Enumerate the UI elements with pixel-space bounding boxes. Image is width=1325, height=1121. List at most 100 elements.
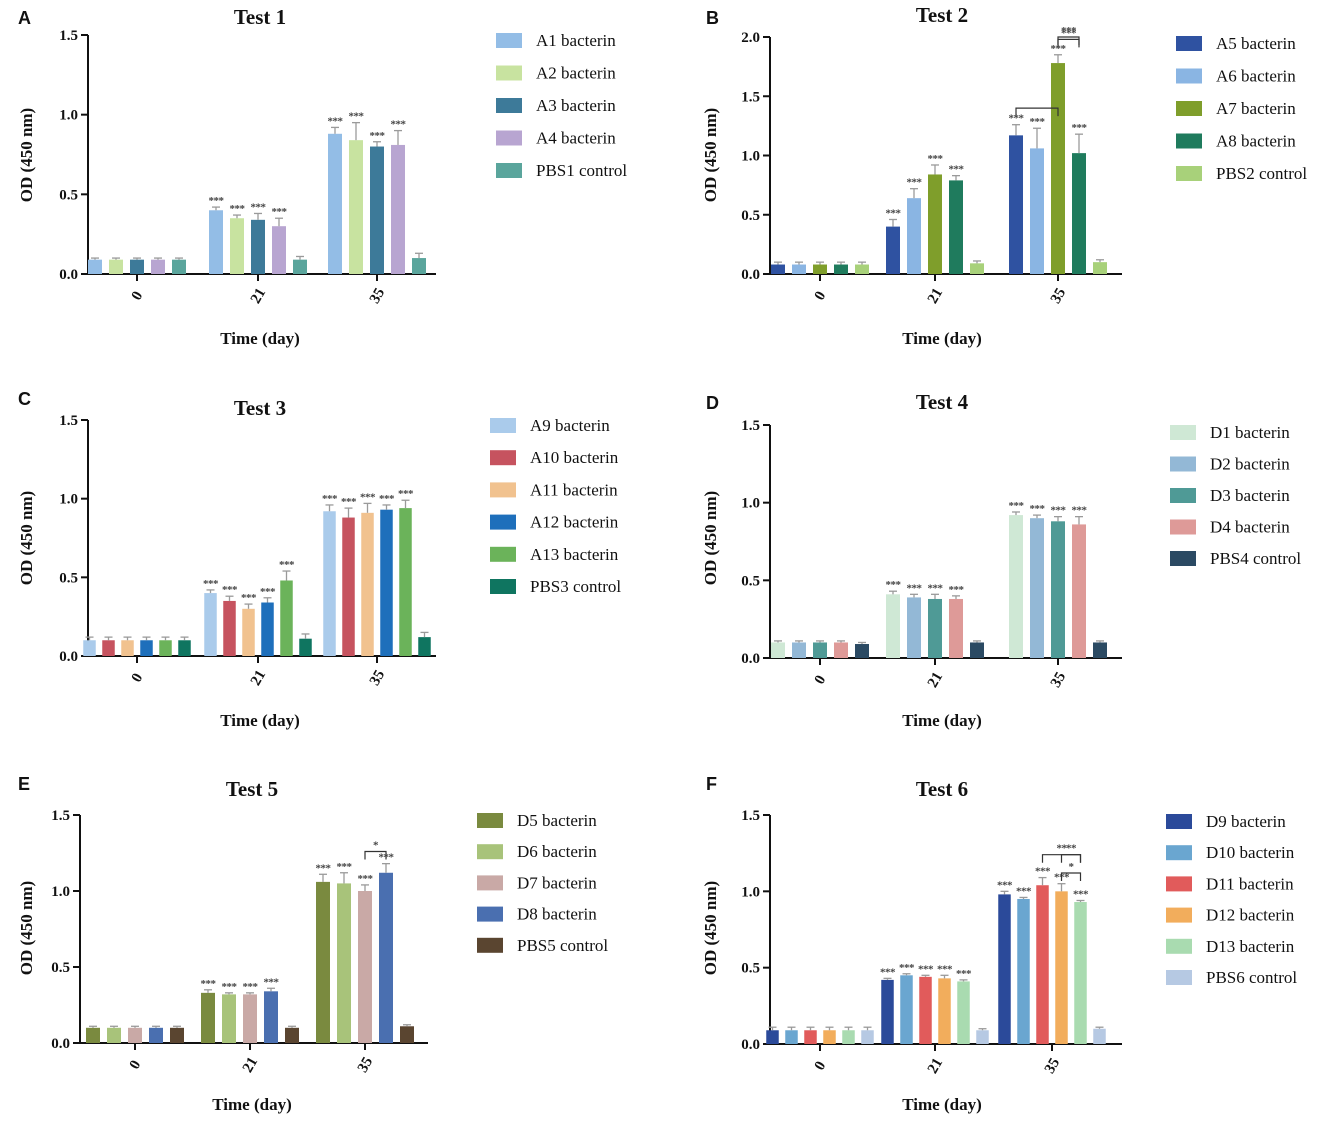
x-tick-label: 0 [812,673,830,687]
legend-label: A6 bacterin [1216,67,1296,86]
bar [1051,521,1065,658]
y-tick-label: 1.0 [51,884,70,900]
x-tick-label: 0 [812,1059,830,1073]
bar [842,1030,855,1044]
significance-label: *** [1009,113,1025,125]
legend-swatch [1166,907,1192,923]
y-tick-label: 0.0 [741,1037,760,1053]
legend-label: A7 bacterin [1216,99,1296,118]
bar [121,640,134,656]
y-tick-label: 0.0 [741,267,760,283]
legend-swatch [1166,876,1192,892]
significance-label: *** [316,862,332,874]
legend-label: D2 bacterin [1210,455,1290,474]
y-tick-label: 1.0 [741,496,760,512]
y-tick-label: 1.0 [741,884,760,900]
bar [323,511,336,656]
legend-swatch [1170,456,1196,472]
bracket-label: * [373,839,379,851]
significance-label: *** [341,496,357,508]
x-axis-label: Time (day) [212,1095,292,1114]
bar [86,1027,100,1043]
bar [771,264,785,274]
bar [998,894,1011,1044]
bracket-label: *** [1061,25,1077,37]
bar [766,1030,779,1044]
x-axis-label: Time (day) [220,711,300,730]
legend-label: PBS6 control [1206,968,1297,987]
significance-label: *** [260,586,276,598]
legend-swatch [490,579,516,594]
legend-swatch [1176,133,1202,149]
panel-letter: F [706,774,717,794]
bar [178,640,191,656]
bar [970,263,984,274]
bar [861,1030,874,1044]
bar [919,976,932,1044]
bar [928,174,942,274]
legend-label: A5 bacterin [1216,34,1296,53]
bar [379,872,393,1043]
bar [230,218,244,274]
legend-label: A12 bacterin [530,513,619,532]
significance-bracket [1015,107,1059,117]
significance-label: *** [337,861,353,873]
x-tick-label: 35 [355,1055,376,1076]
bar [1055,891,1068,1044]
x-axis-label: Time (day) [902,1095,982,1114]
significance-label: *** [1072,505,1088,517]
legend-swatch [1170,551,1196,566]
bar [1009,135,1023,274]
chart-panel-b: B Test 2 0.0 0.5 1.0 1.5 2.0 0 21 35 OD (450 nm) Ti… [701,3,1307,348]
legend-swatch [477,813,503,828]
significance-label: *** [379,493,395,505]
chart-panel-c: C Test 3 0.0 0.5 1.0 1.5 0 21 35 OD (450 nm) Time … [17,389,621,730]
y-tick-label: 0.0 [59,649,78,665]
x-tick-label: 0 [127,1058,145,1072]
x-tick-label: 21 [925,670,946,691]
significance-bracket [1060,854,1082,863]
legend-label: D11 bacterin [1206,874,1294,893]
bar [107,1027,121,1043]
significance-label: *** [360,491,376,503]
significance-label: *** [886,207,902,219]
chart-title: Test 5 [226,777,278,801]
y-tick-label: 1.5 [59,413,78,429]
bar [243,994,257,1043]
bar [159,640,172,656]
chart-panel-f: F Test 6 0.0 0.5 1.0 1.5 0 21 35 OD (450 nm) Time … [701,774,1297,1114]
significance-label: *** [1051,505,1067,517]
x-tick-label: 0 [129,671,147,685]
bar [272,226,286,274]
bar [102,640,115,656]
significance-label: *** [222,981,238,993]
y-tick-label: 2.0 [741,30,760,46]
significance-bracket [1057,38,1080,48]
legend-label: D3 bacterin [1210,486,1290,505]
significance-label: *** [880,966,896,978]
bar [209,210,223,274]
y-tick-label: 0.5 [741,208,760,224]
significance-label: *** [203,578,219,590]
x-tick-label: 35 [1048,670,1069,691]
legend-label: PBS4 control [1210,549,1301,568]
legend-swatch [496,163,522,178]
significance-label: *** [222,584,238,596]
bar [349,140,363,274]
bar [370,146,384,274]
bar [361,512,374,656]
bar [1030,518,1044,658]
bar [823,1030,836,1044]
significance-label: *** [230,203,246,215]
y-tick-label: 0.5 [741,573,760,589]
legend-swatch [1176,68,1202,84]
legend-swatch [1170,488,1196,503]
bar [1030,148,1044,274]
significance-label: *** [349,111,365,123]
legend-swatch [477,937,503,953]
legend-label: PBS5 control [517,936,608,955]
y-axis-label: OD (450 nm) [17,881,36,975]
chart-title: Test 3 [234,396,286,420]
bar [251,219,265,274]
